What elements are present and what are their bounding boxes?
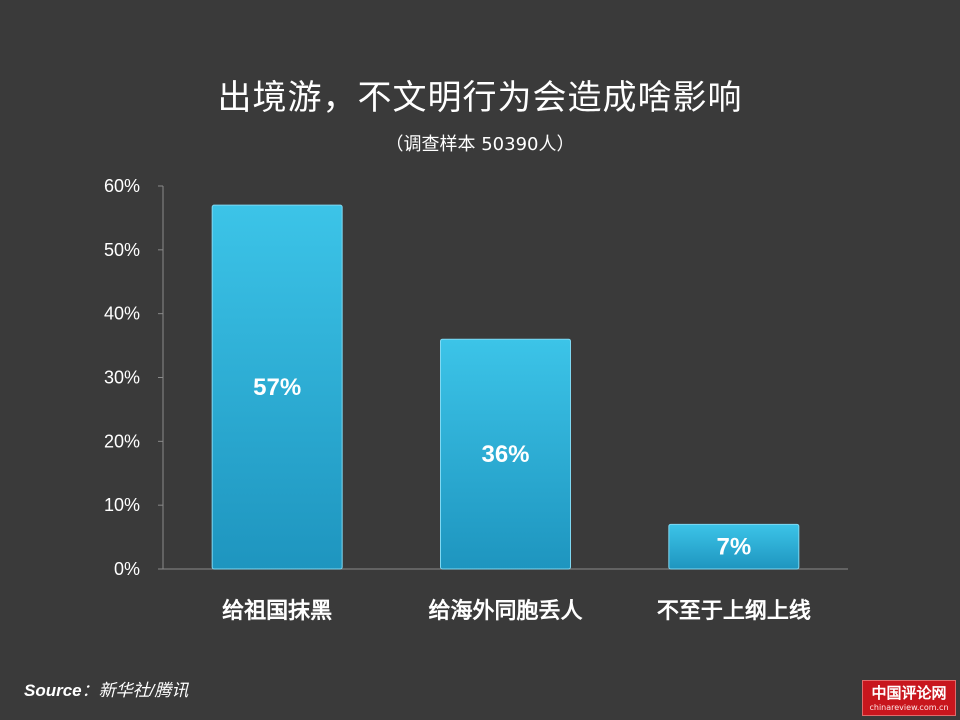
category-label: 给祖国抹黑 (222, 598, 332, 624)
chart-axes: 0% 10% 20% 30% 40% 50% 60% (104, 176, 848, 579)
category-label: 给海外同胞丢人 (428, 598, 582, 624)
source-key: Source (24, 681, 82, 700)
site-logo: 中国评论网 chinareview.com.cn (862, 680, 956, 716)
data-label: 36% (481, 441, 529, 468)
y-tick-label: 20% (104, 431, 140, 451)
source-value: ：新华社/腾讯 (81, 681, 189, 700)
data-label: 57% (253, 374, 301, 401)
data-label: 7% (716, 534, 751, 561)
y-tick-label: 0% (114, 559, 140, 579)
y-tick-label: 40% (104, 304, 140, 324)
chart-subtitle: （调查样本 50390人） (385, 134, 575, 155)
y-tick-label: 50% (104, 240, 140, 260)
chart-title: 出境游，不文明行为会造成啥影响 (217, 78, 743, 118)
y-tick-label: 10% (104, 495, 140, 515)
bar (211, 204, 343, 570)
y-tick-label: 60% (104, 176, 140, 196)
chart-bars (211, 204, 800, 570)
logo-text: 中国评论网 (871, 684, 947, 702)
logo-url: chinareview.com.cn (869, 703, 949, 712)
y-tick-label: 30% (104, 368, 140, 388)
bar (440, 338, 571, 570)
category-label: 不至于上纲上线 (657, 598, 811, 624)
chart-labels: 57% 给祖国抹黑 36% 给海外同胞丢人 7% 不至于上纲上线 (222, 374, 811, 624)
bar (668, 523, 800, 570)
source-note: Source：新华社/腾讯 (24, 676, 188, 701)
